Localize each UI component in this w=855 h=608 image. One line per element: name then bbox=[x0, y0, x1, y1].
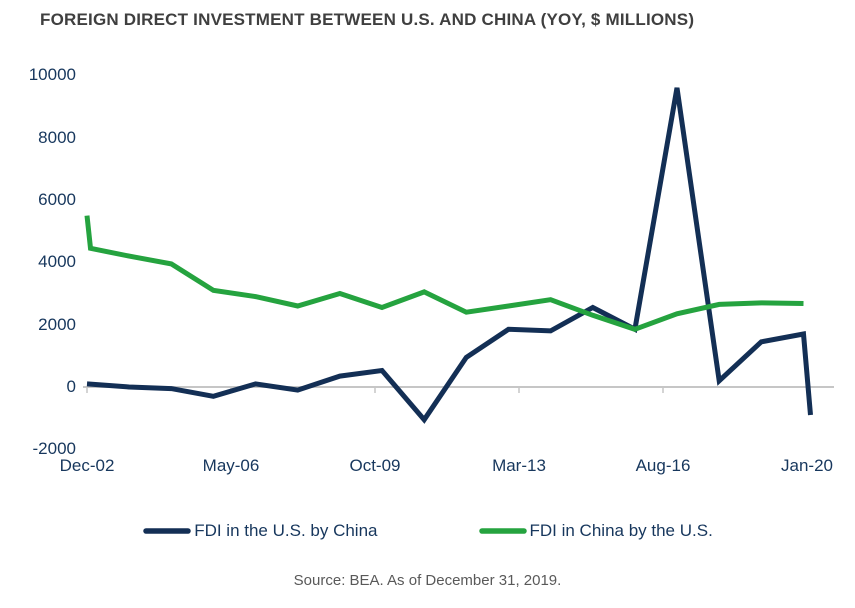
legend-item-fdi-in-china-by-us: FDI in China by the U.S. bbox=[478, 521, 713, 541]
source-note: Source: BEA. As of December 31, 2019. bbox=[293, 572, 562, 589]
navy-line-swatch-icon bbox=[143, 528, 191, 534]
x-tick-label: Mar-13 bbox=[492, 456, 546, 475]
series-line-1 bbox=[84, 215, 804, 332]
y-tick-label: 8000 bbox=[38, 128, 76, 147]
x-tick-label: May-06 bbox=[202, 456, 260, 475]
y-tick-label: 10000 bbox=[28, 65, 76, 84]
y-tick-label: 6000 bbox=[38, 190, 76, 209]
y-tick-label: 0 bbox=[66, 377, 76, 396]
y-tick-label: 2000 bbox=[38, 315, 76, 334]
chart-title: FOREIGN DIRECT INVESTMENT BETWEEN U.S. A… bbox=[40, 10, 695, 29]
series-line-0 bbox=[86, 87, 813, 424]
legend-label-fdi-in-us-by-china: FDI in the U.S. by China bbox=[194, 521, 378, 540]
legend-label-fdi-in-china-by-us: FDI in China by the U.S. bbox=[529, 521, 713, 540]
x-tick-label: Aug-16 bbox=[635, 456, 691, 475]
chart-legend: FDI in the U.S. by China FDI in China by… bbox=[0, 521, 855, 541]
y-tick-label: -2000 bbox=[32, 439, 76, 458]
legend-item-fdi-in-us-by-china: FDI in the U.S. by China bbox=[142, 521, 378, 541]
y-tick-label: 4000 bbox=[38, 252, 76, 271]
x-tick-label: Jan-20 bbox=[781, 456, 833, 475]
x-tick-label: Oct-09 bbox=[349, 456, 401, 475]
x-tick-label: Dec-02 bbox=[59, 456, 115, 475]
green-line-swatch-icon bbox=[478, 528, 527, 534]
